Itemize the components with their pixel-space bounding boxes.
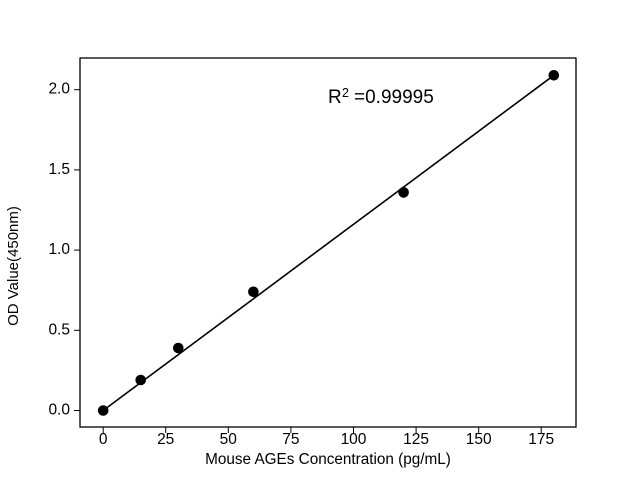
- svg-text:=0.99995: =0.99995: [354, 87, 434, 108]
- svg-text:Mouse AGEs Concentration (pg/m: Mouse AGEs Concentration (pg/mL): [205, 451, 451, 468]
- svg-text:2: 2: [342, 86, 349, 100]
- svg-text:2.0: 2.0: [48, 81, 70, 98]
- svg-text:150: 150: [466, 431, 492, 448]
- svg-text:R: R: [328, 87, 342, 108]
- svg-text:100: 100: [341, 431, 367, 448]
- svg-text:75: 75: [282, 431, 299, 448]
- svg-text:1.0: 1.0: [48, 241, 70, 258]
- svg-text:OD Value(450nm): OD Value(450nm): [5, 206, 22, 326]
- svg-text:50: 50: [220, 431, 238, 448]
- svg-text:25: 25: [157, 431, 174, 448]
- svg-text:0: 0: [99, 431, 108, 448]
- svg-text:175: 175: [528, 431, 554, 448]
- svg-text:0.5: 0.5: [48, 321, 70, 338]
- svg-text:1.5: 1.5: [48, 161, 70, 178]
- svg-text:125: 125: [403, 431, 429, 448]
- svg-text:0.0: 0.0: [48, 402, 70, 419]
